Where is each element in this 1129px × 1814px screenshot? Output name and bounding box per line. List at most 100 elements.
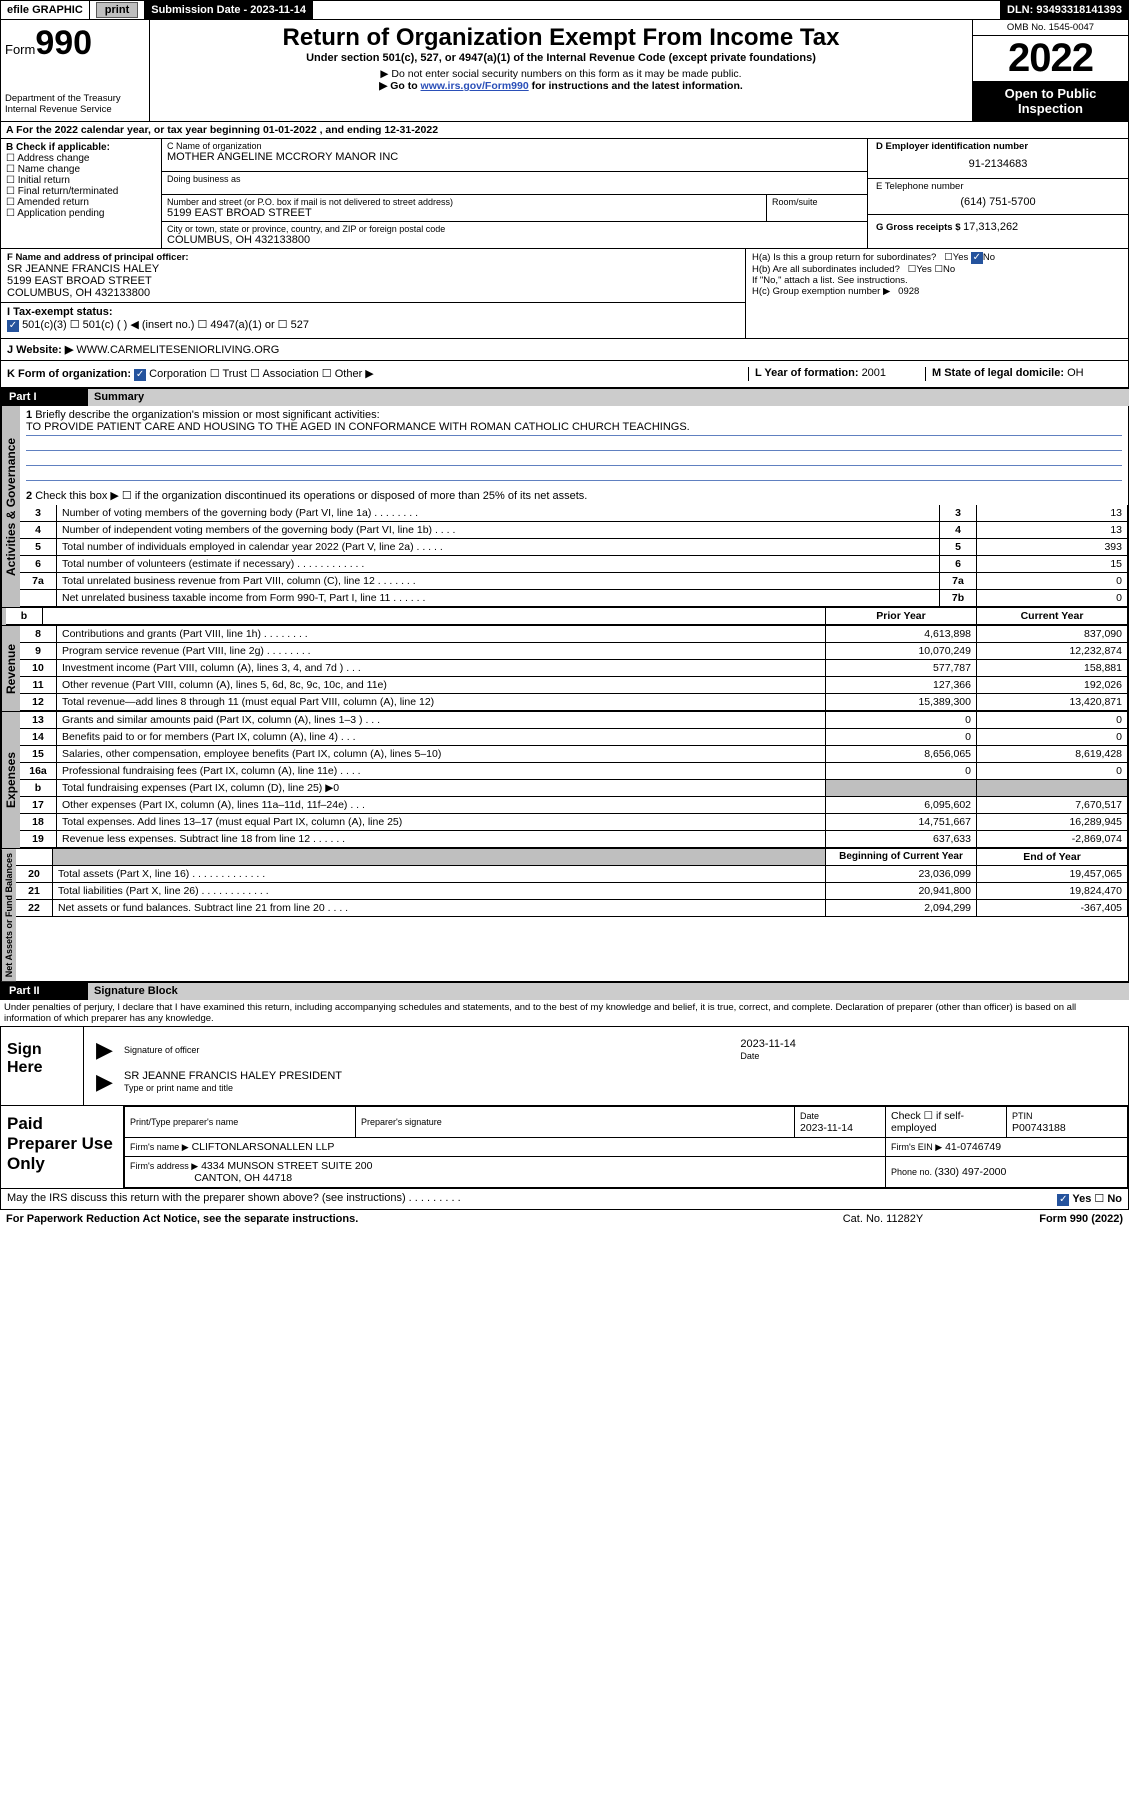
street-address: 5199 EAST BROAD STREET	[167, 207, 761, 219]
ptin: P00743188	[1012, 1122, 1066, 1134]
pra-notice: For Paperwork Reduction Act Notice, see …	[6, 1213, 793, 1225]
section-b: B Check if applicable: ☐ Address change …	[1, 139, 162, 248]
prep-sig-label: Preparer's signature	[361, 1117, 442, 1127]
end-year-header: End of Year	[977, 849, 1128, 866]
open-public-badge: Open to Public Inspection	[973, 81, 1128, 121]
chk-initial[interactable]: ☐ Initial return	[6, 175, 156, 186]
firm-addr-label: Firm's address ▶	[130, 1161, 198, 1171]
h-a: H(a) Is this a group return for subordin…	[752, 252, 1122, 264]
note-2: ▶ Go to www.irs.gov/Form990 for instruct…	[158, 80, 964, 92]
city-label: City or town, state or province, country…	[167, 224, 862, 234]
firm-addr2: CANTON, OH 44718	[194, 1172, 292, 1184]
website-value: WWW.CARMELITESENIORLIVING.ORG	[76, 344, 279, 356]
tax-year: 2022	[973, 36, 1128, 81]
tax-year-line: A For the 2022 calendar year, or tax yea…	[0, 122, 1129, 139]
part2-header: Part II Signature Block	[0, 982, 1129, 1000]
h-b-note: If "No," attach a list. See instructions…	[752, 275, 1122, 286]
dba-label: Doing business as	[162, 171, 867, 192]
mission-text: TO PROVIDE PATIENT CARE AND HOUSING TO T…	[26, 421, 1122, 436]
city-state-zip: COLUMBUS, OH 432133800	[167, 234, 862, 246]
signer-name-label: Type or print name and title	[124, 1083, 233, 1093]
prep-date-label: Date	[800, 1111, 819, 1121]
form-header: Form990 Department of the Treasury Inter…	[0, 20, 1129, 122]
chk-name[interactable]: ☐ Name change	[6, 164, 156, 175]
addr-label: Number and street (or P.O. box if mail i…	[167, 197, 761, 207]
tax-status-label: I Tax-exempt status:	[7, 306, 113, 318]
website-label: J Website: ▶	[7, 344, 73, 356]
discuss-question: May the IRS discuss this return with the…	[7, 1192, 1057, 1206]
gross-label: G Gross receipts $	[876, 222, 963, 233]
form-title: Return of Organization Exempt From Incom…	[158, 24, 964, 52]
netassets-label: Net Assets or Fund Balances	[1, 849, 16, 981]
year-formation: 2001	[862, 367, 886, 379]
governance-table: 3Number of voting members of the governi…	[20, 505, 1128, 607]
h-a-no[interactable]: ✓	[971, 252, 983, 264]
chk-final[interactable]: ☐ Final return/terminated	[6, 186, 156, 197]
dln-label: DLN:	[1007, 4, 1036, 16]
expenses-label: Expenses	[1, 712, 20, 848]
gross-value: 17,313,262	[963, 221, 1018, 233]
irs-label: Internal Revenue Service	[5, 104, 145, 115]
firm-label: Firm's name ▶	[130, 1142, 189, 1152]
declaration: Under penalties of perjury, I declare th…	[0, 1000, 1129, 1026]
governance-label: Activities & Governance	[1, 406, 20, 607]
q1: Briefly describe the organization's miss…	[35, 409, 379, 421]
sig-date: 2023-11-14	[740, 1038, 1116, 1050]
q2: Check this box ▶ ☐ if the organization d…	[35, 490, 587, 502]
discuss-yes[interactable]: ✓	[1057, 1194, 1069, 1206]
officer-name: SR JEANNE FRANCIS HALEY	[7, 263, 739, 275]
submission-label: Submission Date -	[151, 4, 250, 16]
chk-501c3[interactable]: ✓	[7, 320, 19, 332]
irs-link[interactable]: www.irs.gov/Form990	[421, 80, 529, 92]
officer-addr1: 5199 EAST BROAD STREET	[7, 275, 739, 287]
chk-address[interactable]: ☐ Address change	[6, 153, 156, 164]
note-1: ▶ Do not enter social security numbers o…	[158, 68, 964, 80]
phone-value: (614) 751-5700	[876, 192, 1120, 212]
section-c-label: C Name of organization	[167, 141, 862, 151]
form-subtitle: Under section 501(c), 527, or 4947(a)(1)…	[158, 52, 964, 64]
chk-pending[interactable]: ☐ Application pending	[6, 208, 156, 219]
prep-name-label: Print/Type preparer's name	[130, 1117, 238, 1127]
firm-name: CLIFTONLARSONALLEN LLP	[192, 1141, 335, 1153]
part1-header: Part I Summary	[0, 388, 1129, 406]
efile-label: efile GRAPHIC	[1, 1, 90, 19]
identity-block: B Check if applicable: ☐ Address change …	[0, 139, 1129, 249]
topbar-spacer	[313, 1, 1001, 19]
submission-date: 2023-11-14	[250, 4, 306, 16]
domicile-label: M State of legal domicile:	[932, 367, 1067, 379]
signer-name: SR JEANNE FRANCIS HALEY PRESIDENT	[124, 1070, 1116, 1082]
paid-preparer-label: Paid Preparer Use Only	[1, 1106, 124, 1188]
beg-year-header: Beginning of Current Year	[826, 849, 977, 866]
domicile: OH	[1067, 367, 1084, 379]
org-name: MOTHER ANGELINE MCCRORY MANOR INC	[167, 151, 862, 163]
firm-addr1: 4334 MUNSON STREET SUITE 200	[201, 1160, 372, 1172]
ein-label: D Employer identification number	[876, 141, 1120, 152]
room-label: Room/suite	[766, 195, 867, 221]
revenue-label: Revenue	[1, 626, 20, 711]
sign-here-label: Sign Here	[1, 1027, 84, 1105]
phone-label: E Telephone number	[876, 181, 1120, 192]
section-b-header: B Check if applicable:	[6, 142, 156, 153]
firm-ein: 41-0746749	[945, 1141, 1001, 1153]
form-number: Form990	[5, 24, 145, 63]
officer-label: F Name and address of principal officer:	[7, 252, 739, 263]
omb-number: OMB No. 1545-0047	[973, 20, 1128, 36]
print-button[interactable]: print	[96, 2, 138, 18]
current-year-header: Current Year	[977, 608, 1128, 625]
h-c: H(c) Group exemption number ▶ 0928	[752, 286, 1122, 297]
dln-value: 93493318141393	[1036, 4, 1122, 16]
section-k: K Form of organization: ✓ Corporation ☐ …	[7, 367, 748, 381]
firm-phone: (330) 497-2000	[935, 1166, 1007, 1178]
dept-label: Department of the Treasury	[5, 93, 145, 104]
year-formation-label: L Year of formation:	[755, 367, 862, 379]
top-bar: efile GRAPHIC print Submission Date - 20…	[0, 0, 1129, 20]
sig-officer-label: Signature of officer	[124, 1045, 199, 1055]
chk-corp[interactable]: ✓	[134, 369, 146, 381]
firm-phone-label: Phone no.	[891, 1167, 935, 1177]
self-employed[interactable]: Check ☐ if self-employed	[886, 1107, 1007, 1138]
prep-date: 2023-11-14	[800, 1122, 853, 1134]
form-footer: Form 990 (2022)	[973, 1213, 1123, 1225]
chk-amended[interactable]: ☐ Amended return	[6, 197, 156, 208]
officer-block: F Name and address of principal officer:…	[0, 249, 1129, 339]
ptin-label: PTIN	[1012, 1111, 1033, 1121]
